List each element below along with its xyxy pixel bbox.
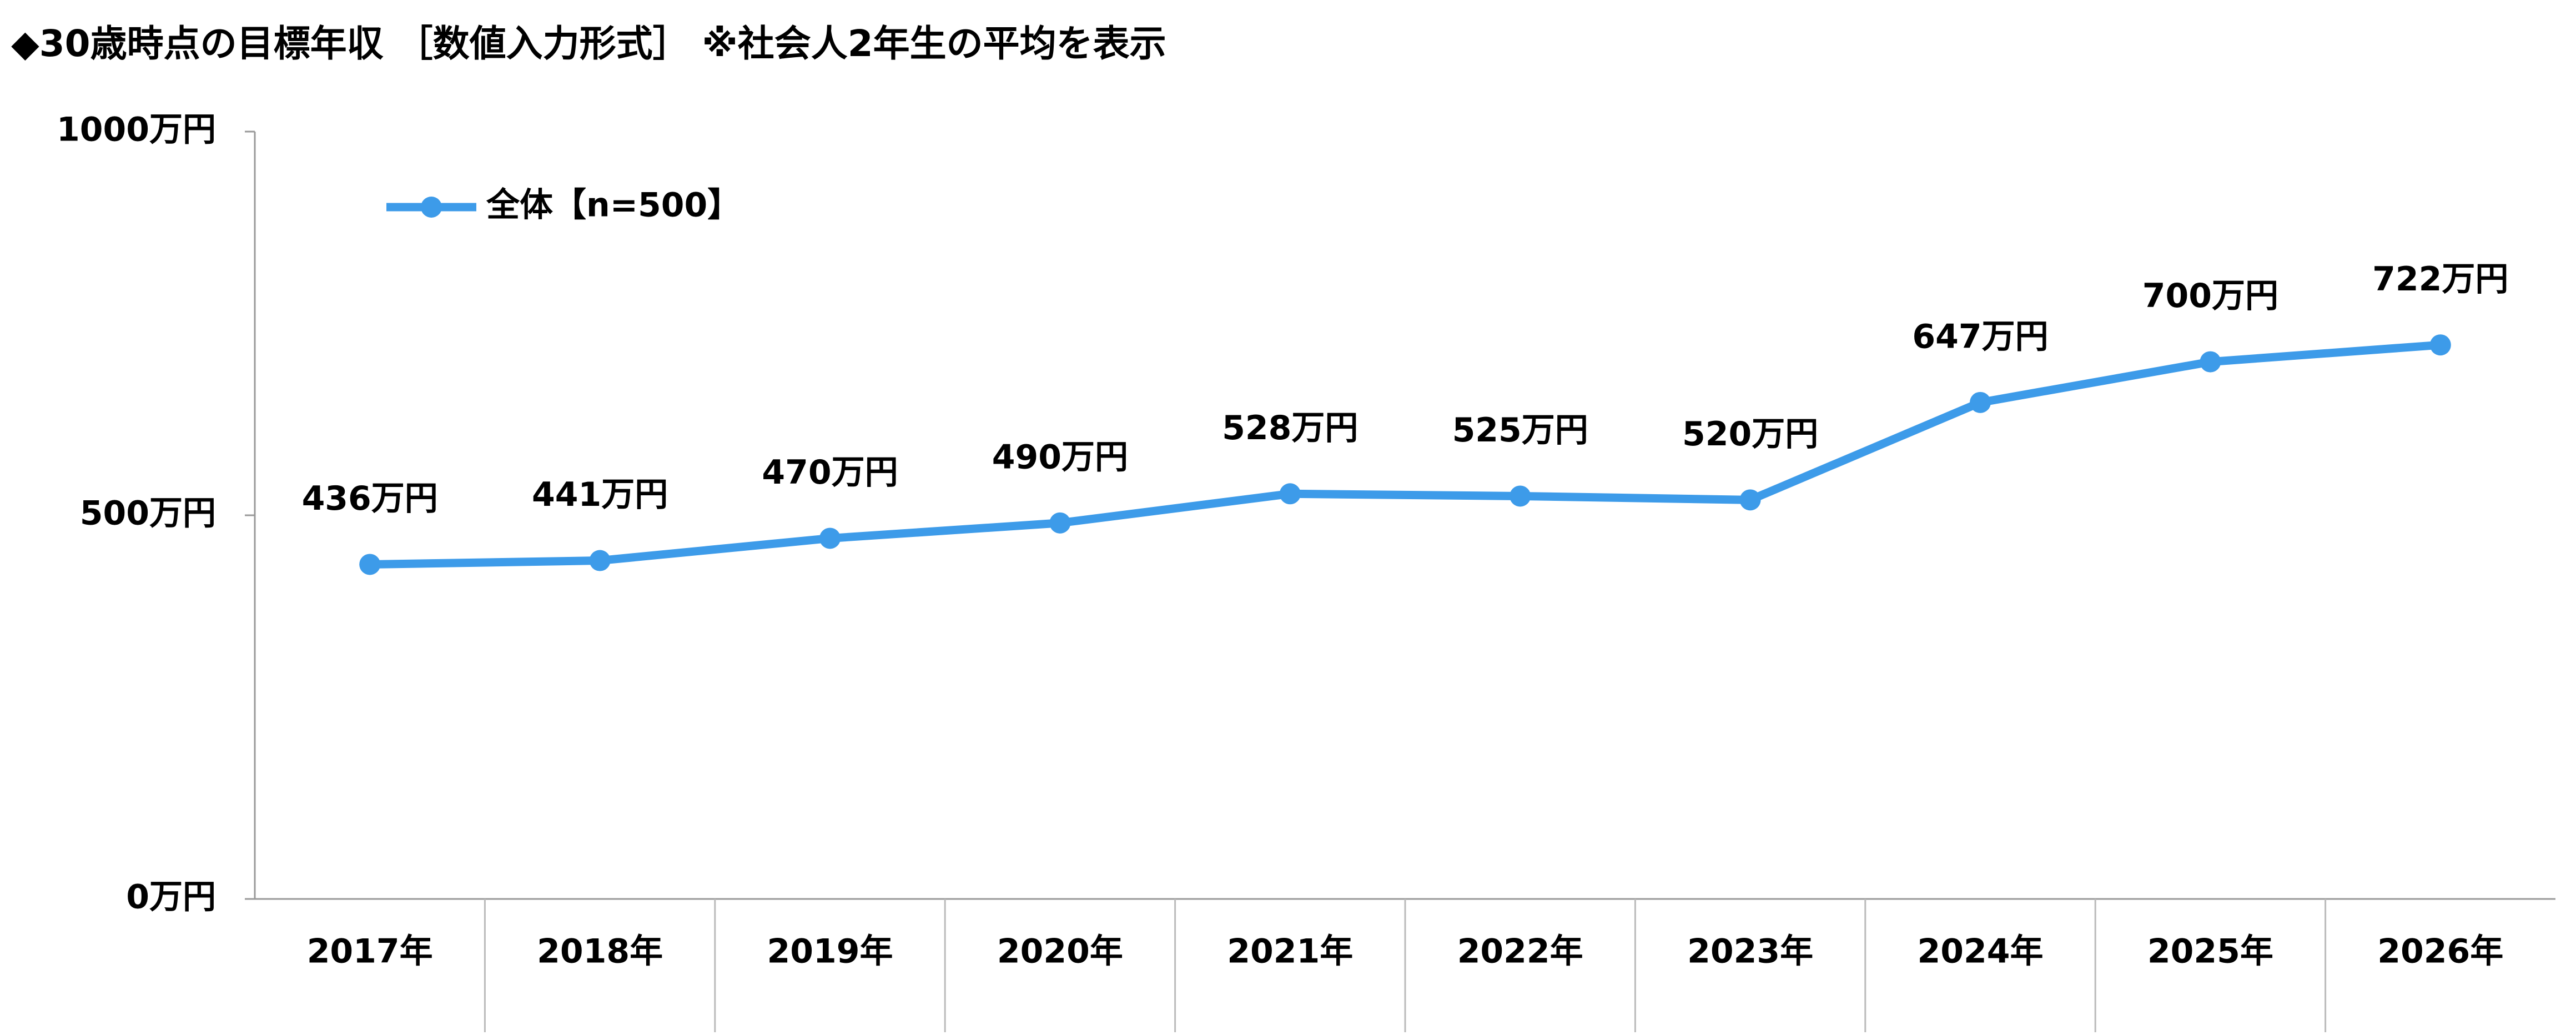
data-label: 441万円: [532, 475, 668, 514]
data-label: 436万円: [302, 479, 438, 518]
marker: [2200, 351, 2221, 373]
x-tick-label: 2023年: [1687, 932, 1813, 971]
y-tick-label: 1000万円: [57, 110, 216, 149]
y-tick-label: 500万円: [80, 494, 216, 533]
x-tick-label: 2021年: [1227, 932, 1353, 971]
data-label: 490万円: [992, 438, 1128, 476]
marker: [1970, 391, 1991, 413]
x-tick-label: 2022年: [1457, 932, 1583, 971]
chart-title: ◆30歳時点の目標年収 ［数値入力形式］ ※社会人2年生の平均を表示: [11, 22, 1166, 65]
x-tick-label: 2020年: [997, 932, 1123, 971]
data-label: 470万円: [762, 453, 898, 492]
marker: [1049, 512, 1071, 534]
legend-marker: [421, 197, 442, 218]
x-tick-label: 2019年: [767, 932, 893, 971]
data-label: 520万円: [1682, 415, 1818, 454]
marker: [589, 550, 611, 571]
data-label: 700万円: [2142, 277, 2278, 315]
x-tick-label: 2026年: [2377, 932, 2503, 971]
marker: [359, 554, 381, 575]
line: [370, 340, 2441, 569]
data-label: 647万円: [1912, 317, 2048, 356]
x-tick-label: 2024年: [1918, 932, 2044, 971]
legend-label: 全体【n=500】: [486, 186, 741, 225]
data-label: 528万円: [1222, 409, 1358, 448]
x-tick-label: 2017年: [307, 932, 433, 971]
x-tick-label: 2025年: [2147, 932, 2273, 971]
marker: [1739, 489, 1761, 511]
data-label: 722万円: [2372, 260, 2508, 299]
data-label: 525万円: [1452, 411, 1588, 450]
marker: [1279, 483, 1301, 505]
x-tick-label: 2018年: [537, 932, 663, 971]
y-tick-label: 0万円: [126, 878, 216, 917]
marker: [1510, 485, 1531, 507]
marker: [819, 527, 841, 549]
marker: [2429, 334, 2451, 356]
